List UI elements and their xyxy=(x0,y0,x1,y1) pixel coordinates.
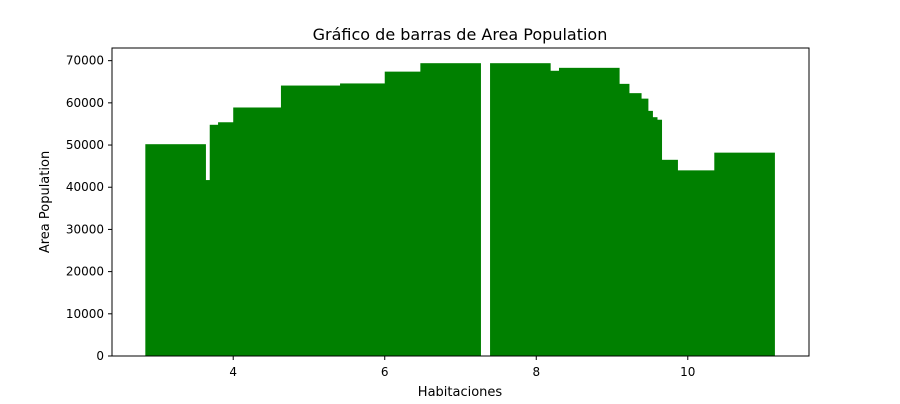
bars-layer xyxy=(145,63,775,357)
y-tick-label: 10000 xyxy=(66,307,104,321)
bar xyxy=(654,170,716,356)
x-tick-label: 10 xyxy=(680,365,695,379)
y-tick-label: 70000 xyxy=(66,54,104,68)
x-axis-ticks: 4 6 8 10 xyxy=(229,356,695,379)
bar xyxy=(420,63,481,356)
x-tick-label: 8 xyxy=(532,365,540,379)
x-tick-label: 4 xyxy=(229,365,237,379)
x-tick-label: 6 xyxy=(381,365,389,379)
y-axis-label: Area Population xyxy=(38,151,53,253)
y-tick-label: 60000 xyxy=(66,96,104,110)
y-tick-label: 40000 xyxy=(66,180,104,194)
bar xyxy=(280,85,342,357)
bar xyxy=(714,152,775,356)
y-tick-label: 50000 xyxy=(66,138,104,152)
y-axis-ticks: 0 10000 20000 30000 40000 50000 60000 70000 xyxy=(66,54,112,363)
y-tick-label: 0 xyxy=(96,349,104,363)
y-tick-label: 30000 xyxy=(66,222,104,236)
y-tick-label: 20000 xyxy=(66,265,104,279)
plot-frame xyxy=(111,47,810,357)
chart-title: Gráfico de barras de Area Population xyxy=(313,25,608,44)
x-axis-label: Habitaciones xyxy=(418,385,503,400)
